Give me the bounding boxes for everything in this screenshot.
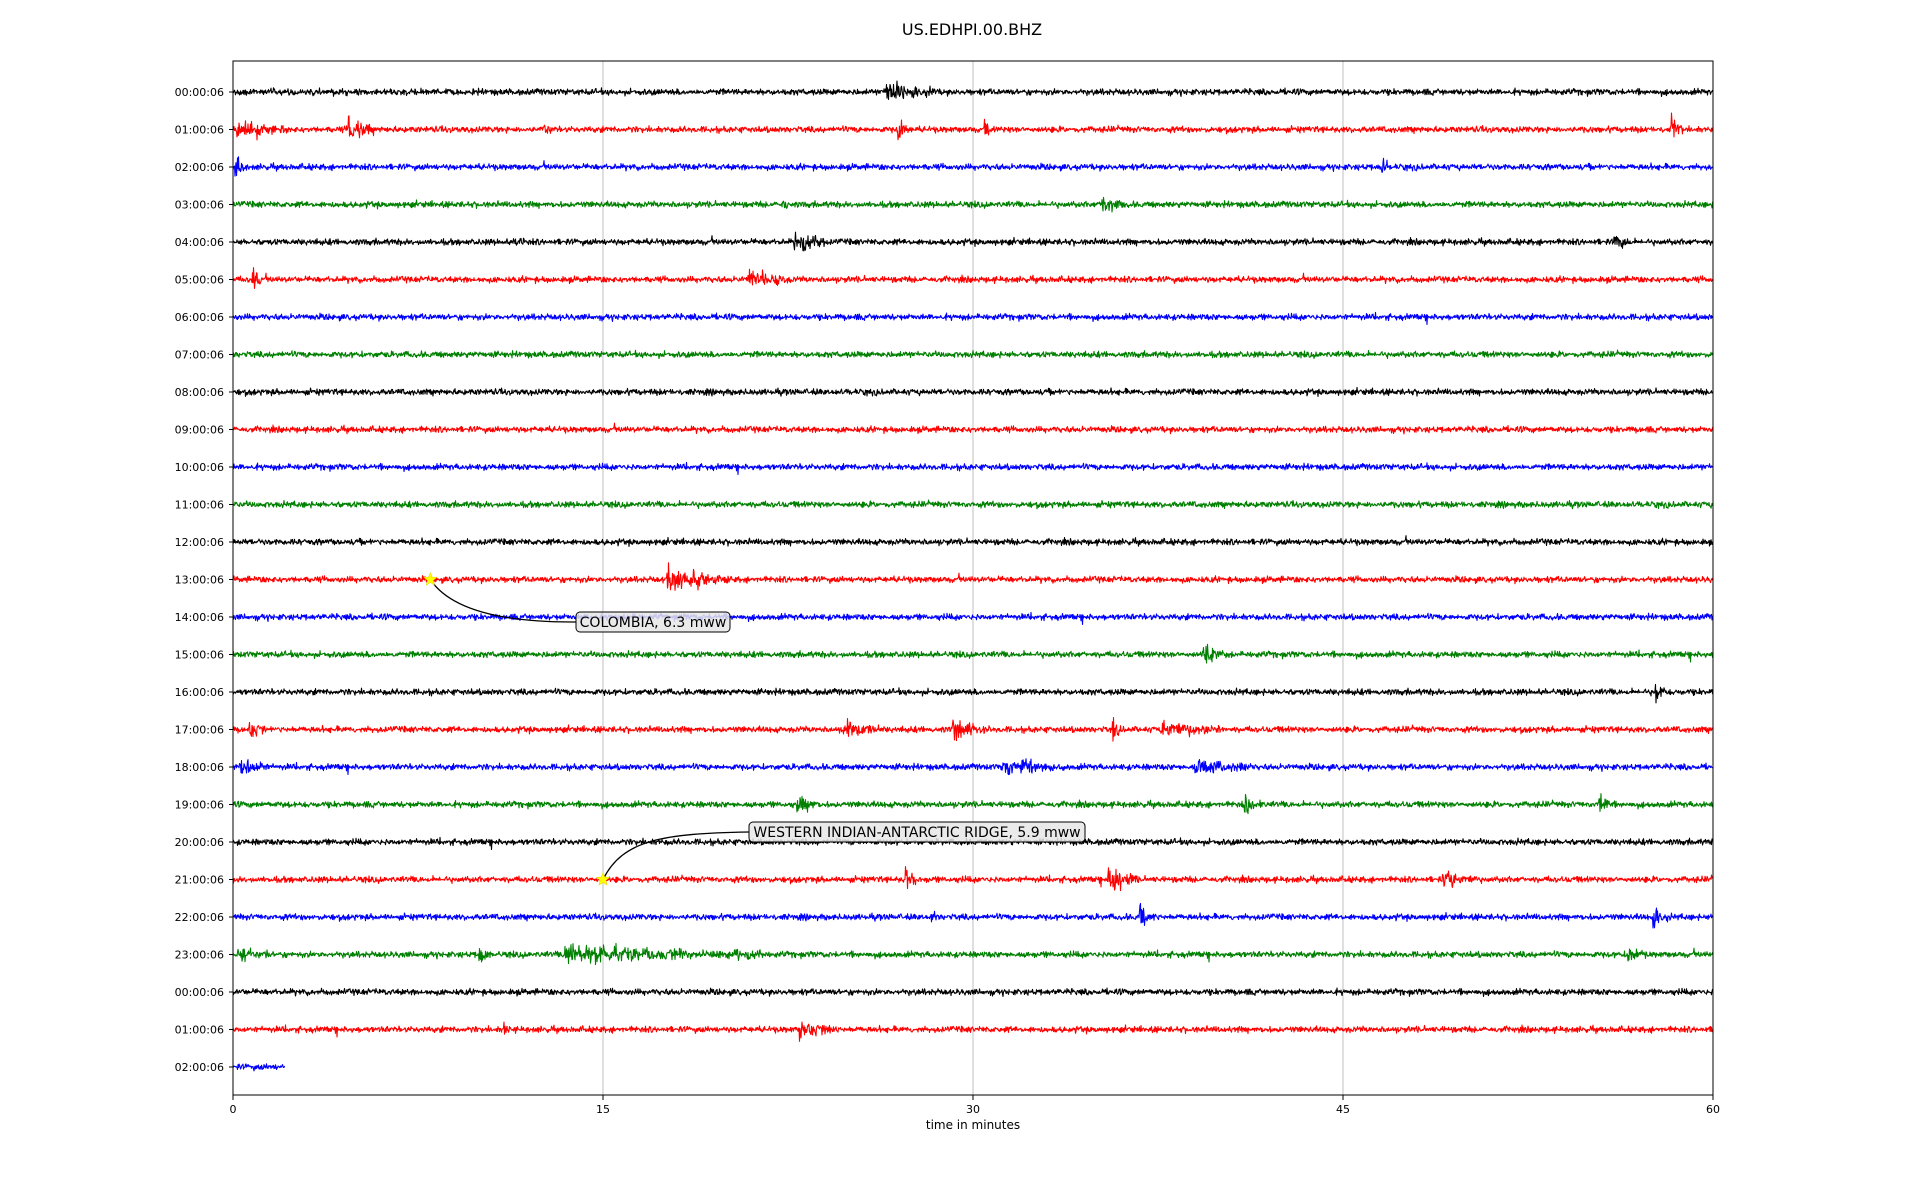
trace-row-17 [232,716,1714,742]
row-label-21: 21:00:06 [175,874,224,887]
row-label-10: 10:00:06 [175,461,224,474]
trace-row-7 [232,349,1714,360]
x-tick-label-1: 15 [596,1103,610,1116]
row-label-19: 19:00:06 [175,799,224,812]
x-axis-ticks: 0 15 30 45 60 [230,1095,1720,1116]
row-label-22: 22:00:06 [175,911,224,924]
event-star-icon-0 [423,571,438,586]
row-label-16: 16:00:06 [175,686,224,699]
row-label-9: 09:00:06 [175,424,224,437]
x-tick-label-2: 30 [966,1103,980,1116]
row-label-1: 01:00:06 [175,124,224,137]
annotation-box-0 [575,611,731,633]
row-label-14: 14:00:06 [175,611,224,624]
chart-title: US.EDHPI.00.BHZ [902,20,1042,39]
trace-row-14 [232,611,1714,626]
trace-row-26 [232,1063,286,1072]
trace-row-16 [232,683,1714,704]
trace-row-1 [232,112,1714,141]
trace-row-10 [232,461,1714,476]
row-label-15: 15:00:06 [175,649,224,662]
trace-row-2 [232,156,1714,177]
x-axis-label: time in minutes [926,1118,1020,1132]
trace-row-13 [232,562,1714,591]
row-label-18: 18:00:06 [175,761,224,774]
row-label-17: 17:00:06 [175,724,224,737]
x-tick-label-0: 0 [230,1103,237,1116]
annotation-connector-1 [602,831,750,880]
x-tick-label-4: 60 [1706,1103,1720,1116]
trace-row-15 [232,643,1714,664]
row-label-12: 12:00:06 [175,536,224,549]
trace-row-23 [232,942,1714,966]
row-time-labels: 00:00:06 01:00:06 02:00:06 03:00:06 04:00:06… [175,86,233,1074]
trace-row-9 [232,422,1714,435]
row-label-2: 02:00:06 [175,161,224,174]
trace-row-5 [232,267,1714,289]
trace-row-24 [232,987,1714,998]
trace-row-11 [232,499,1714,510]
row-label-7: 07:00:06 [175,349,224,362]
row-label-4: 04:00:06 [175,236,224,249]
row-label-26: 02:00:06 [175,1061,224,1074]
grid-lines [602,61,1344,1095]
event-annotations: COLOMBIA, 6.3 mww WESTERN INDIAN-ANTARCTI… [423,571,1086,886]
annotation-box-1 [748,821,1086,843]
row-label-25: 01:00:06 [175,1024,224,1037]
row-label-6: 06:00:06 [175,311,224,324]
trace-row-22 [232,902,1714,929]
row-label-11: 11:00:06 [175,499,224,512]
trace-row-19 [232,793,1714,815]
annotation-connector-0 [429,579,577,623]
row-label-8: 08:00:06 [175,386,224,399]
trace-row-3 [232,196,1714,213]
row-label-3: 03:00:06 [175,199,224,212]
trace-row-8 [232,386,1714,397]
row-label-5: 05:00:06 [175,274,224,287]
annotation-label-0: COLOMBIA, 6.3 mww [580,615,727,631]
row-label-20: 20:00:06 [175,836,224,849]
trace-row-18 [232,758,1714,776]
trace-row-4 [232,231,1714,252]
event-star-icon-1 [595,871,611,886]
trace-row-21 [232,866,1714,892]
plot-frame [232,60,1714,1096]
trace-row-6 [232,311,1714,326]
trace-row-25 [232,1021,1714,1042]
row-label-0: 00:00:06 [175,86,224,99]
annotation-label-1: WESTERN INDIAN-ANTARCTIC RIDGE, 5.9 mww [753,825,1080,841]
trace-row-12 [232,535,1714,547]
row-label-23: 23:00:06 [175,949,224,962]
trace-rows [232,80,1714,1072]
row-label-13: 13:00:06 [175,574,224,587]
row-label-24: 00:00:06 [175,986,224,999]
x-tick-label-3: 45 [1336,1103,1350,1116]
trace-row-0 [232,80,1714,101]
